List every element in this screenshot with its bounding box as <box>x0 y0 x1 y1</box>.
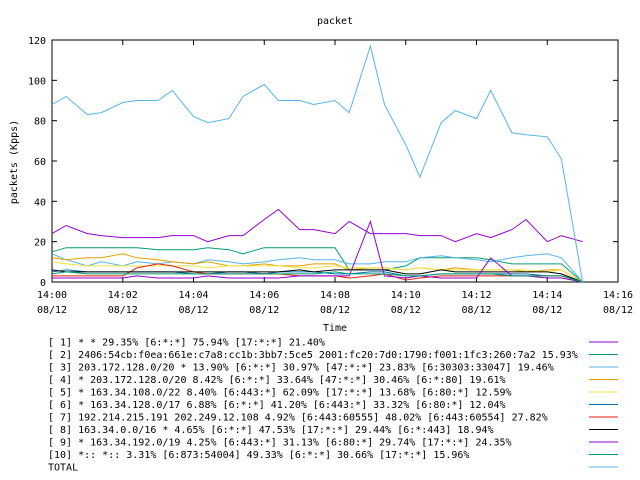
y-tick-label: 120 <box>28 36 46 47</box>
x-tick-label: 14:16 <box>603 290 633 301</box>
x-axis-label: Time <box>323 323 347 334</box>
x-tick-label: 14:00 <box>37 290 67 301</box>
x-tick-date-label: 08/12 <box>461 305 491 316</box>
y-tick-label: 60 <box>34 157 46 168</box>
x-tick-date-label: 08/12 <box>603 305 633 316</box>
chart-title: packet <box>317 16 353 27</box>
legend-entry: [ 3] 203.172.128.0/20 * 13.90% [6:*:*] 3… <box>48 363 554 374</box>
y-tick-label: 80 <box>34 117 46 128</box>
x-tick-date-label: 08/12 <box>320 305 350 316</box>
x-tick-date-label: 08/12 <box>391 305 421 316</box>
series-line <box>51 247 583 283</box>
legend-entry: [10] *:: *:: 3.31% [6:873:54004] 49.33% … <box>48 450 469 461</box>
legend-entry: TOTAL <box>48 463 78 474</box>
x-tick-label: 14:10 <box>391 290 421 301</box>
y-tick-label: 20 <box>34 238 46 249</box>
y-axis-label: packets (Kpps) <box>9 120 20 204</box>
series-line <box>51 269 583 283</box>
x-tick-label: 14:06 <box>249 290 279 301</box>
x-tick-label: 14:02 <box>108 290 138 301</box>
legend-entry: [ 2] 2406:54cb:f0ea:661e:c7a8:cc1b:3bb7:… <box>48 350 578 361</box>
series-line <box>52 263 583 283</box>
x-tick-label: 14:14 <box>532 290 562 301</box>
legend-entry: [ 9] * 163.34.192.0/19 4.25% [6:443:*] 3… <box>48 438 512 449</box>
x-tick-date-label: 08/12 <box>37 305 67 316</box>
x-tick-date-label: 08/12 <box>108 305 138 316</box>
series-line <box>51 261 583 283</box>
legend-entry: [ 6] * 163.34.128.0/17 6.88% [6:*:*] 41.… <box>48 400 506 411</box>
x-tick-label: 14:04 <box>178 290 208 301</box>
x-tick-label: 14:08 <box>320 290 350 301</box>
x-tick-date-label: 08/12 <box>178 305 208 316</box>
legend-entry: [ 4] * 203.172.128.0/20 8.42% [6:*:*] 33… <box>48 375 506 386</box>
plot-frame <box>51 39 619 283</box>
series-line <box>52 219 583 283</box>
legend-entry: [ 7] 192.214.215.191 202.249.12.108 4.92… <box>48 413 548 424</box>
series-line <box>51 253 583 283</box>
y-tick-label: 100 <box>28 76 46 87</box>
x-tick-label: 14:12 <box>461 290 491 301</box>
series-line <box>51 44 584 283</box>
legend-entry: [ 1] * * 29.35% [6:*:*] 75.94% [17:*:*] … <box>48 338 325 349</box>
legend-entry: [ 5] * 163.34.108.0/22 8.40% [6:443:*] 6… <box>48 388 512 399</box>
series-line <box>51 271 583 283</box>
y-tick-label: 40 <box>34 197 46 208</box>
x-tick-date-label: 08/12 <box>532 305 562 316</box>
series-line <box>51 208 583 243</box>
legend-entry: [ 8] 163.34.0.0/16 * 4.65% [6:*:*] 47.53… <box>48 425 494 436</box>
y-tick-label: 0 <box>40 278 46 289</box>
x-tick-date-label: 08/12 <box>249 305 279 316</box>
